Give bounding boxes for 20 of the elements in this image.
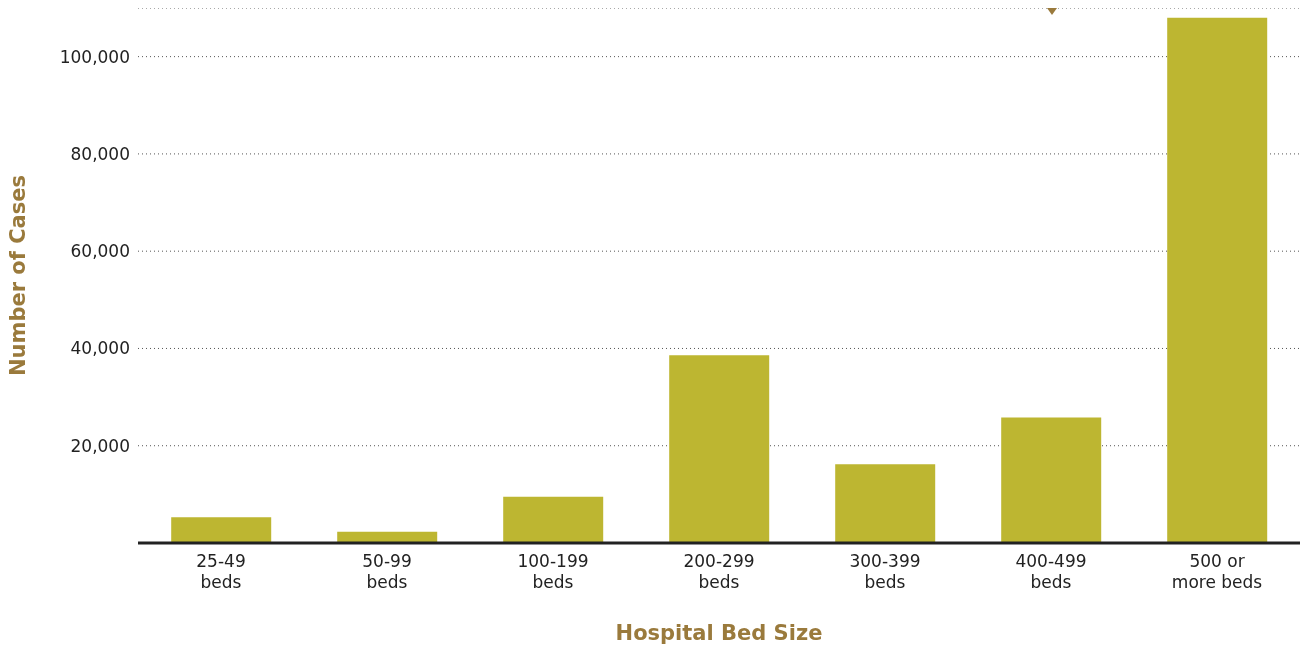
- x-tick-label: 50-99 beds: [362, 551, 412, 592]
- bar: [1001, 417, 1102, 543]
- x-tick-label: 100-199 beds: [517, 551, 589, 592]
- x-tick-label: 25-49 beds: [196, 551, 246, 592]
- y-tick-label: 60,000: [70, 241, 130, 262]
- bar: [835, 464, 936, 543]
- bar: [503, 496, 604, 543]
- x-tick-label: 200-299 beds: [683, 551, 755, 592]
- x-tick-label: 300-399 beds: [849, 551, 921, 592]
- x-axis-title: Hospital Bed Size: [615, 621, 823, 645]
- y-tick-label: 80,000: [70, 143, 130, 164]
- y-axis-title: Number of Cases: [6, 174, 31, 377]
- bar: [1167, 17, 1268, 543]
- bar: [171, 517, 272, 543]
- x-tick-label: 400-499 beds: [1015, 551, 1087, 592]
- x-tick-label: 500 or more beds: [1171, 551, 1263, 592]
- y-tick-label: 20,000: [70, 435, 130, 456]
- y-tick-label: 100,000: [59, 46, 130, 67]
- y-tick-label: 40,000: [70, 338, 130, 359]
- bar: [669, 355, 770, 543]
